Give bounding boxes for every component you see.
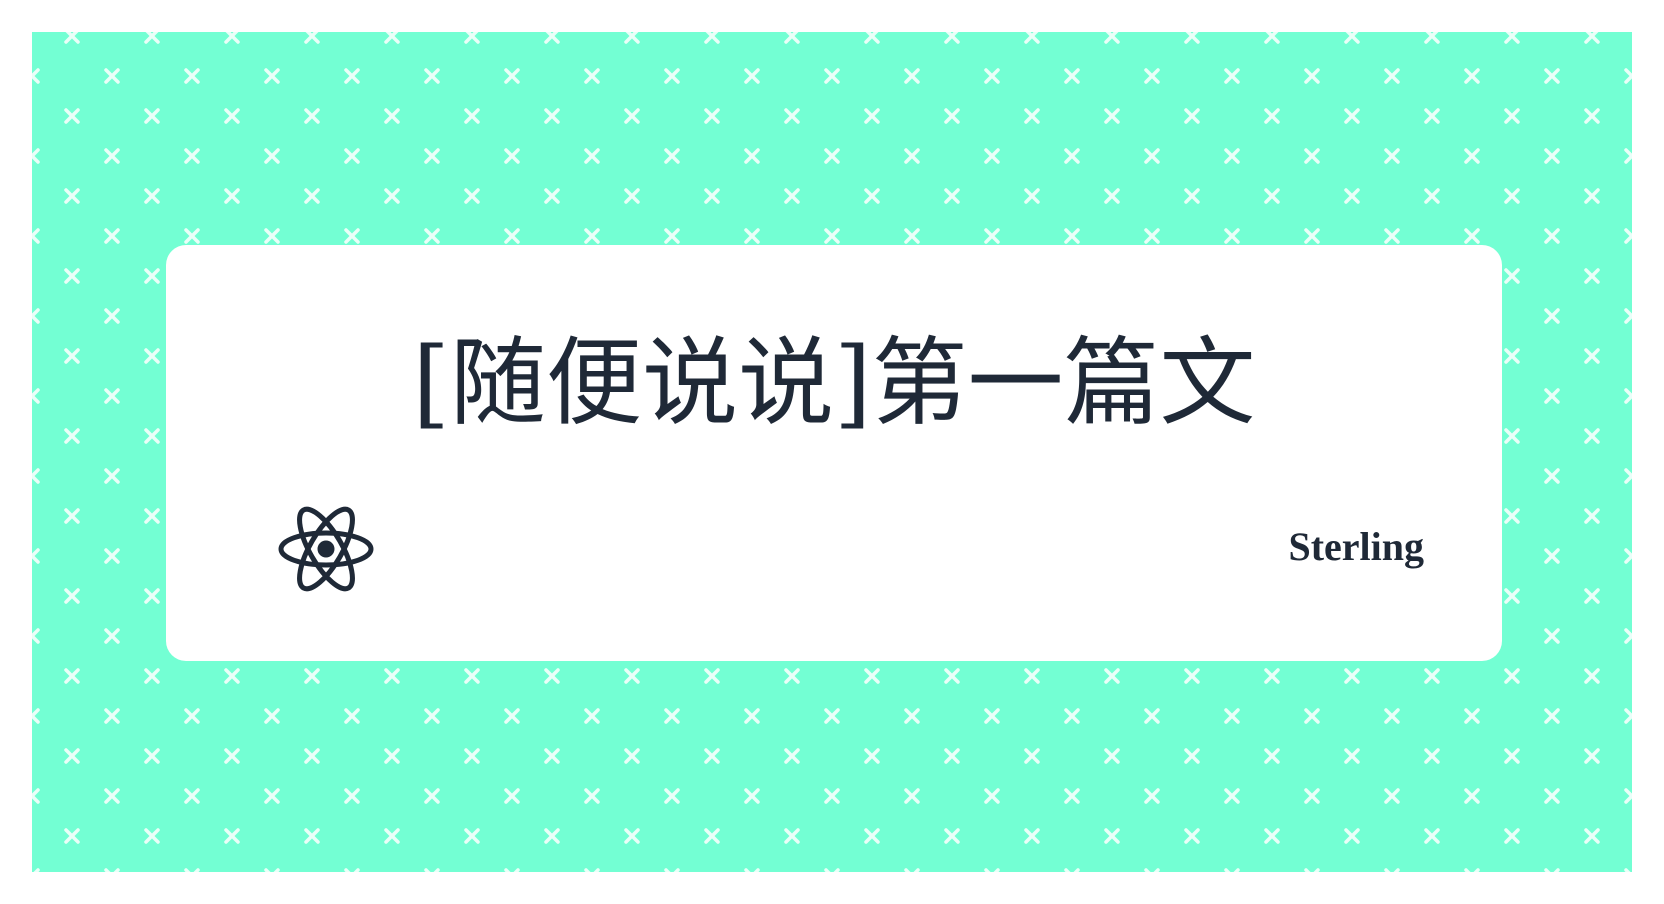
title-card: [随便说说]第一篇文 Sterling (166, 245, 1502, 661)
post-title: [随便说说]第一篇文 (412, 327, 1256, 439)
react-atom-icon (278, 506, 374, 592)
author-name: Sterling (1288, 524, 1424, 569)
